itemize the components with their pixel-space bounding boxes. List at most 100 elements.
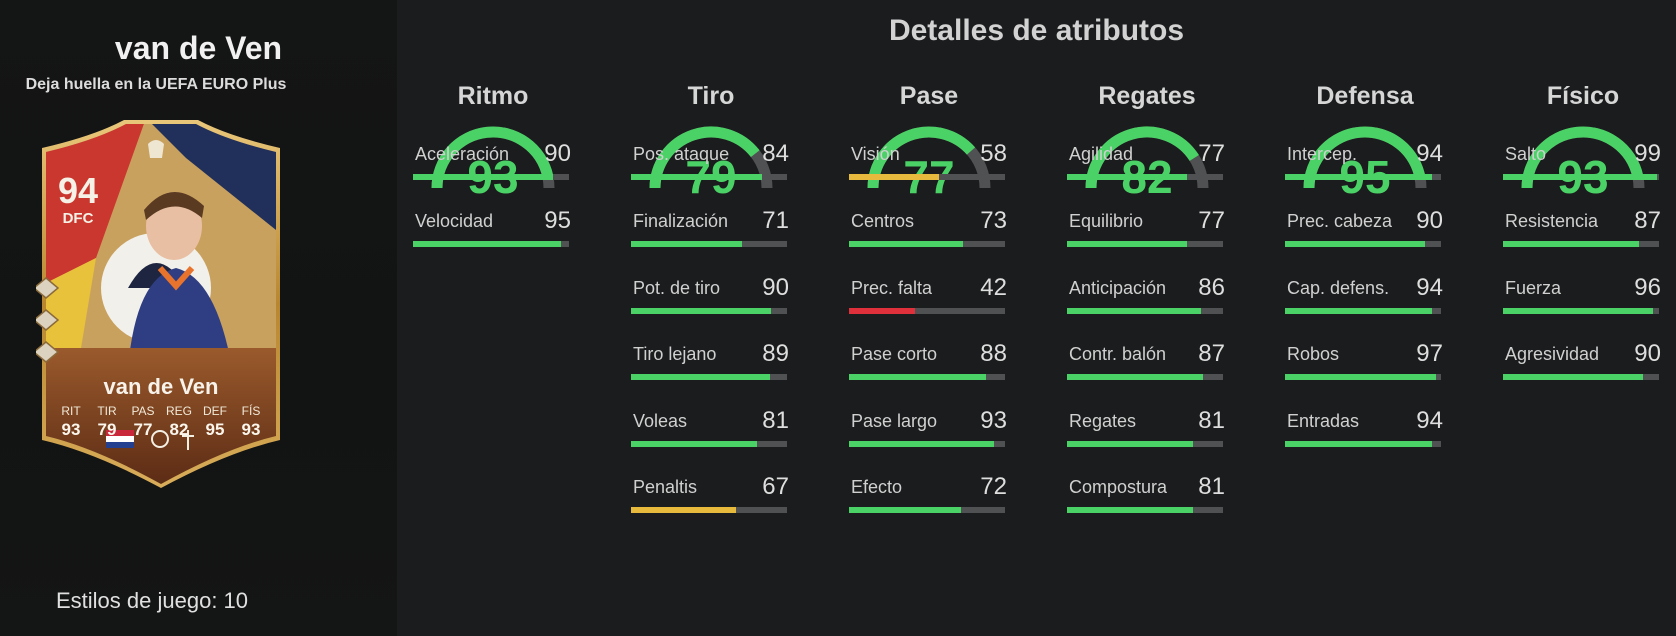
stat-label: Agilidad: [1069, 144, 1134, 164]
stat-bar-fill: [1503, 308, 1653, 314]
stat-row: Resistencia 87: [1503, 207, 1663, 251]
stat-label: Compostura: [1069, 477, 1168, 497]
stat-label: Cap. defens.: [1287, 278, 1390, 298]
category-name: Pase: [899, 82, 959, 110]
stat-row: Regates 81: [1067, 407, 1227, 451]
stat-label: Voleas: [633, 411, 688, 431]
stat-row: Finalización 71: [631, 207, 791, 251]
gauge-fill: [867, 126, 976, 189]
stat-bar-track: [849, 374, 1005, 380]
stat-label: Equilibrio: [1069, 211, 1144, 231]
stat-value: 71: [762, 207, 789, 234]
stat-bar-fill: [631, 441, 758, 447]
stat-row: Aceleración 90: [413, 140, 573, 184]
stat-value: 94: [1416, 274, 1443, 301]
stat-row: Velocidad 95: [413, 207, 573, 251]
stat-row: Penaltis 67: [631, 473, 791, 517]
stat-row: Pase corto 88: [849, 340, 1009, 384]
stat-value: 94: [1416, 140, 1443, 167]
stat-bar-track: [1503, 308, 1659, 314]
stat-bar-track: [1503, 241, 1659, 247]
stat-value: 89: [762, 340, 789, 367]
stat-label: Prec. falta: [851, 278, 933, 298]
stat-row: Prec. cabeza 90: [1285, 207, 1445, 251]
stat-label: Regates: [1069, 411, 1137, 431]
stat-bar-fill: [849, 374, 987, 380]
stat-label: Pase largo: [851, 411, 938, 431]
stat-label: Velocidad: [415, 211, 494, 231]
stat-bar-fill: [1285, 241, 1426, 247]
stat-bar-fill: [1285, 374, 1437, 380]
stat-value: 72: [980, 473, 1007, 500]
stat-label: Fuerza: [1505, 278, 1562, 298]
stat-value: 73: [980, 207, 1007, 234]
category-name: Tiro: [687, 82, 735, 110]
stat-bar-track: [1067, 174, 1223, 180]
stat-label: Intercep.: [1287, 144, 1358, 164]
category-gauge: [649, 126, 773, 189]
stat-label: Finalización: [633, 211, 729, 231]
category-gauge: [1085, 126, 1209, 189]
stat-bar-fill: [849, 441, 995, 447]
stat-row: Entradas 94: [1285, 407, 1445, 451]
stat-row: Agilidad 77: [1067, 140, 1227, 184]
stat-row: Agresividad 90: [1503, 340, 1663, 384]
stat-row: Compostura 81: [1067, 473, 1227, 517]
stat-row: Equilibrio 77: [1067, 207, 1227, 251]
stat-value: 58: [980, 140, 1007, 167]
stat-bar-fill: [631, 241, 742, 247]
category-name: Ritmo: [457, 82, 529, 110]
gauge-fill: [649, 126, 760, 189]
stat-bar-fill: [631, 174, 763, 180]
playstyles-count: Estilos de juego: 10: [56, 588, 249, 613]
stat-bar-track: [1285, 174, 1441, 180]
stat-row: Pot. de tiro 90: [631, 274, 791, 318]
player-panel: van de Ven Deja huella en la UEFA EURO P…: [0, 0, 397, 636]
stat-bar-fill: [1067, 241, 1188, 247]
stat-row: Fuerza 96: [1503, 274, 1663, 318]
card-subtitle: Deja huella en la UEFA EURO Plus: [25, 76, 287, 93]
stat-bar-fill: [1067, 308, 1202, 314]
stat-value: 81: [762, 407, 789, 434]
stat-bar-fill: [849, 308, 915, 314]
stat-bar-track: [631, 507, 787, 513]
stat-bar-track: [1067, 241, 1223, 247]
stat-value: 90: [762, 274, 789, 301]
stat-bar-fill: [1285, 174, 1432, 180]
stat-bar-fill: [1067, 441, 1194, 447]
category-gauge: [431, 126, 555, 189]
card-player-name: van de Ven: [103, 374, 219, 399]
stat-row: Visión 58: [849, 140, 1009, 184]
gauge-fill: [1521, 126, 1644, 189]
stat-row: Intercep. 94: [1285, 140, 1445, 184]
stat-bar-fill: [631, 308, 772, 314]
stat-bar-track: [849, 308, 1005, 314]
stat-value: 94: [1416, 407, 1443, 434]
stat-value: 90: [544, 140, 571, 167]
stat-bar-track: [631, 308, 787, 314]
stat-value: 90: [1416, 207, 1443, 234]
stat-bar-track: [1285, 308, 1441, 314]
stat-bar-track: [1503, 374, 1659, 380]
stat-row: Robos 97: [1285, 340, 1445, 384]
stat-bar-fill: [413, 241, 562, 247]
player-card[interactable]: 94 DFC van de Ven RIT 93 TIR 79 PAS 77 REG 82 DE…: [36, 118, 286, 490]
stat-bar-track: [1285, 374, 1441, 380]
stat-bar-fill: [1285, 308, 1432, 314]
stat-label: Agresividad: [1505, 344, 1600, 364]
stat-bar-track: [1067, 374, 1223, 380]
stat-label: Contr. balón: [1069, 344, 1167, 364]
playstyle-icons: [36, 277, 60, 363]
card-stat-value: 93: [241, 420, 261, 439]
stat-bar-track: [1067, 441, 1223, 447]
stat-label: Pos. ataque: [633, 144, 730, 164]
category-name: Físico: [1546, 82, 1620, 110]
stat-bar-fill: [1067, 507, 1194, 513]
stat-value: 81: [1198, 407, 1225, 434]
stat-value: 97: [1416, 340, 1443, 367]
gauge-fill: [431, 126, 554, 189]
stat-bar-fill: [631, 374, 770, 380]
stat-value: 93: [980, 407, 1007, 434]
player-title: van de Ven: [114, 30, 283, 66]
card-position: DFC: [62, 210, 94, 227]
